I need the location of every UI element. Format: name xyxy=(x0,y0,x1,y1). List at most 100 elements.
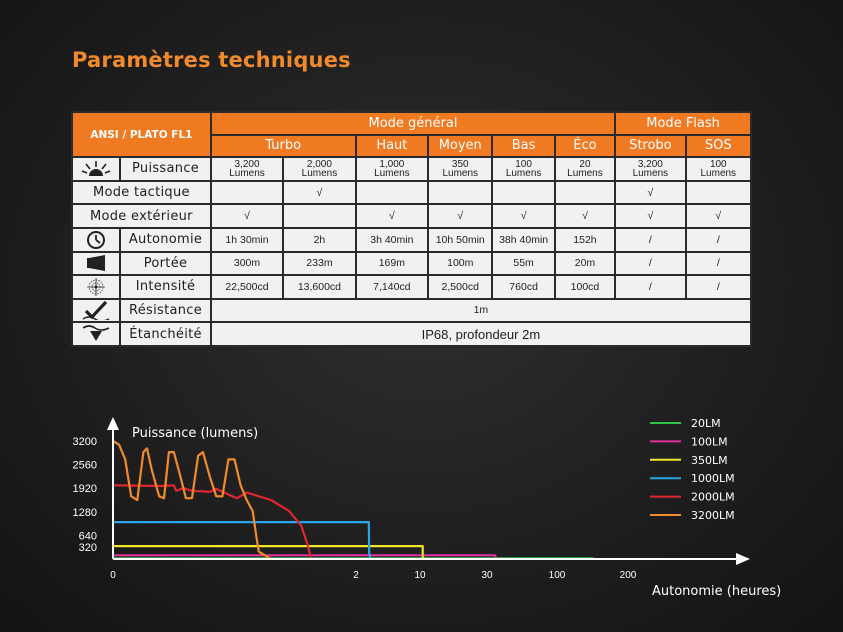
legend-label-1000lm: 1000LM xyxy=(691,472,735,485)
portee-cell-4: 55m xyxy=(493,252,554,275)
beam-icon xyxy=(73,252,120,275)
autonomie-cell-0: 1h 30min xyxy=(211,228,283,251)
y-tick-label-3: 1280 xyxy=(73,507,97,519)
row-intensite: Intensité 22,500cd 13,600cd 7,140cd 2,50… xyxy=(73,276,750,298)
general-mode-header: Mode général xyxy=(211,113,615,134)
intensite-cell-1: 13,600cd xyxy=(284,276,355,298)
y-tick-label-4: 640 xyxy=(79,530,97,542)
page-title: Paramètres techniques xyxy=(72,48,351,72)
row-etancheite: Étanchéité IP68, profondeur 2m xyxy=(73,323,750,345)
row-tactique: Mode tactique √ √ xyxy=(73,181,750,204)
row-puissance: Puissance 3,200 Lumens 2,000 Lumens 1,000 L… xyxy=(73,158,750,180)
exterieur-cell-5: √ xyxy=(555,205,615,227)
portee-cell-6: / xyxy=(616,252,685,275)
legend-label-350lm: 350LM xyxy=(691,454,728,467)
y-tick-label-1: 2560 xyxy=(73,460,97,472)
row-label-portee: Portée xyxy=(121,252,210,275)
row-label-tactique: Mode tactique xyxy=(73,181,210,204)
resistance-value: 1m xyxy=(211,299,750,322)
intensite-cell-5: 100cd xyxy=(555,276,615,298)
autonomie-cell-5: 152h xyxy=(555,228,615,251)
y-axis-label: Puissance (lumens) xyxy=(132,426,258,441)
exterieur-cell-7: √ xyxy=(686,205,750,227)
portee-cell-7: / xyxy=(686,252,750,275)
intensite-cell-2: 7,140cd xyxy=(356,276,428,298)
tactique-cell-6: √ xyxy=(616,181,685,204)
mode-header-sos: SOS xyxy=(686,135,750,157)
etancheite-value: IP68, profondeur 2m xyxy=(211,323,750,345)
legend-label-100lm: 100LM xyxy=(691,435,728,448)
mode-header-bas: Bas xyxy=(493,135,554,157)
chart-series xyxy=(112,440,595,560)
x-tick-label-2: 10 xyxy=(414,570,426,581)
portee-cell-0: 300m xyxy=(211,252,283,275)
puissance-turbo: 3,200 Lumens xyxy=(211,158,283,180)
tactique-cell-1: √ xyxy=(284,181,355,204)
row-label-etancheite: Étanchéité xyxy=(121,323,210,345)
row-label-puissance: Puissance xyxy=(121,158,210,180)
flash-mode-header: Mode Flash xyxy=(616,113,750,134)
puissance-sos: 100 Lumens xyxy=(686,158,750,180)
puissance-strobo: 3,200 Lumens xyxy=(616,158,685,180)
tactique-cell-0 xyxy=(211,181,283,204)
x-axis-arrow xyxy=(736,553,750,565)
chart-legend: 20LM 100LM 350LM 1000LM 2000LM 3200LM xyxy=(650,417,735,522)
intensite-cell-0: 22,500cd xyxy=(211,276,283,298)
autonomie-cell-3: 10h 50min xyxy=(429,228,492,251)
row-autonomie: Autonomie 1h 30min 2h 3h 40min 10h 50min… xyxy=(73,228,750,251)
y-tick-label-2: 1920 xyxy=(73,483,97,495)
mode-header-haut: Haut xyxy=(356,135,428,157)
portee-cell-1: 233m xyxy=(284,252,355,275)
row-label-intensite: Intensité xyxy=(121,276,210,298)
y-tick-label-0: 3200 xyxy=(73,436,97,448)
exterieur-cell-6: √ xyxy=(616,205,685,227)
row-exterieur: Mode extérieur √ √ √ √ √ √ √ xyxy=(73,205,750,227)
tactique-cell-5 xyxy=(555,181,615,204)
row-portee: Portée 300m 233m 169m 100m 55m 20m / / xyxy=(73,252,750,275)
x-tick-label-0: 0 xyxy=(110,570,116,581)
autonomie-cell-7: / xyxy=(686,228,750,251)
x-tick-label-5: 200 xyxy=(620,570,637,581)
legend-label-20lm: 20LM xyxy=(691,417,721,430)
legend-label-2000lm: 2000LM xyxy=(691,491,735,504)
puissance-turbo-2: 2,000 Lumens xyxy=(284,158,355,180)
legend-label-3200lm: 3200LM xyxy=(691,509,735,522)
tactique-cell-3 xyxy=(429,181,492,204)
series-line-1000lm xyxy=(113,521,372,560)
mode-header-strobo: Strobo xyxy=(616,135,685,157)
portee-cell-5: 20m xyxy=(555,252,615,275)
water-drop-icon xyxy=(73,323,120,345)
intensite-cell-4: 760cd xyxy=(493,276,554,298)
series-line-100lm xyxy=(113,554,498,560)
mode-header-eco: Éco xyxy=(555,135,615,157)
autonomie-cell-4: 38h 40min xyxy=(493,228,554,251)
tactique-cell-7 xyxy=(686,181,750,204)
exterieur-cell-3: √ xyxy=(429,205,492,227)
clock-icon xyxy=(73,228,120,251)
puissance-bas: 100 Lumens xyxy=(493,158,554,180)
y-tick-label-5: 320 xyxy=(79,542,97,554)
autonomie-cell-1: 2h xyxy=(284,228,355,251)
exterieur-cell-2: √ xyxy=(356,205,428,227)
light-rays-icon xyxy=(73,158,120,180)
row-label-autonomie: Autonomie xyxy=(121,228,210,251)
exterieur-cell-0: √ xyxy=(211,205,283,227)
tactique-cell-4 xyxy=(493,181,554,204)
series-line-2000lm xyxy=(112,484,314,560)
row-resistance: Résistance 1m xyxy=(73,299,750,322)
exterieur-cell-1 xyxy=(284,205,355,227)
tactique-cell-2 xyxy=(356,181,428,204)
autonomie-cell-2: 3h 40min xyxy=(356,228,428,251)
exterieur-cell-4: √ xyxy=(493,205,554,227)
x-axis-label: Autonomie (heures) xyxy=(652,584,781,599)
target-icon xyxy=(73,276,120,298)
portee-cell-3: 100m xyxy=(429,252,492,275)
row-label-resistance: Résistance xyxy=(121,299,210,322)
x-tick-label-1: 2 xyxy=(353,570,359,581)
specs-table: ANSI / PLATO FL1 Mode général Mode Flash… xyxy=(71,111,752,347)
intensite-cell-3: 2,500cd xyxy=(429,276,492,298)
autonomie-cell-6: / xyxy=(616,228,685,251)
series-line-3200lm xyxy=(112,440,272,560)
mode-header-turbo: Turbo xyxy=(211,135,355,157)
